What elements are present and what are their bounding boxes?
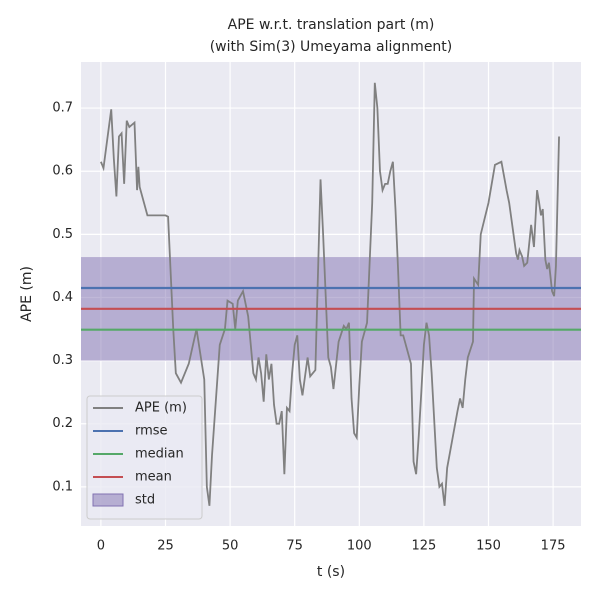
y-tick-label: 0.1 [52,479,73,494]
y-tick-label: 0.7 [52,101,73,116]
y-tick-label: 0.5 [52,227,73,242]
x-tick-label: 75 [286,539,303,554]
chart-subtitle: (with Sim(3) Umeyama alignment) [210,39,453,55]
y-axis-label: APE (m) [19,266,35,322]
y-tick-label: 0.3 [52,353,73,368]
legend-label: median [135,447,184,462]
chart-title: APE w.r.t. translation part (m) [228,17,435,33]
legend-box [86,395,203,520]
series-line [100,82,560,506]
x-axis-label: t (s) [317,564,345,580]
x-tick-label: 125 [411,539,436,554]
y-tick-label: 0.6 [52,164,73,179]
x-tick-label: 150 [476,539,501,554]
legend-swatch [92,493,124,507]
legend-label: APE (m) [135,401,187,416]
x-tick-label: 100 [347,539,372,554]
x-tick-label: 50 [222,539,239,554]
x-tick-label: 0 [97,539,105,554]
legend-label: std [135,493,155,508]
y-tick-label: 0.2 [52,416,73,431]
x-tick-label: 25 [157,539,174,554]
y-tick-label: 0.4 [52,290,73,305]
x-tick-label: 175 [541,539,566,554]
legend-label: mean [135,470,172,485]
legend-label: rmse [135,424,168,439]
